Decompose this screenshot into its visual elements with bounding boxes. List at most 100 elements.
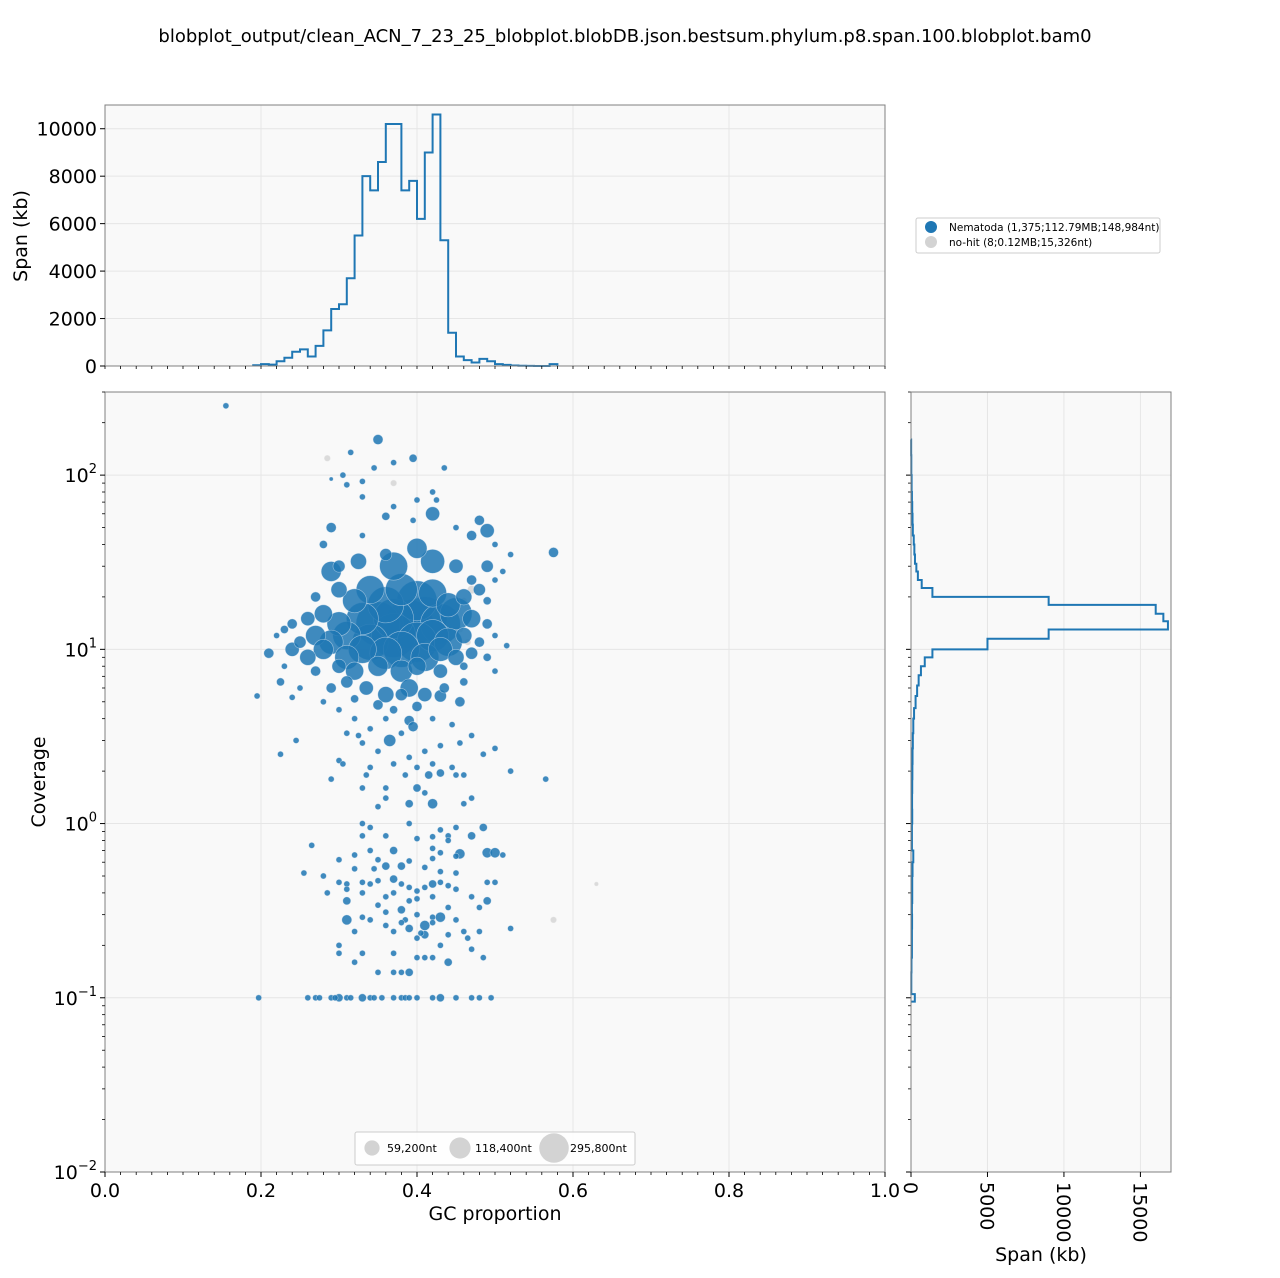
- nematoda-point: [366, 764, 374, 771]
- nematoda-point: [419, 920, 431, 931]
- nematoda-point: [405, 857, 413, 865]
- nematoda-point: [448, 764, 456, 771]
- nematoda-point: [359, 879, 366, 886]
- nematoda-point: [478, 823, 488, 832]
- nematoda-point: [413, 994, 421, 1002]
- scatter-y-tick-exponent: 1: [89, 636, 97, 651]
- nematoda-point: [542, 775, 550, 783]
- nematoda-point: [405, 884, 413, 891]
- nematoda-point: [435, 592, 461, 618]
- nematoda-point: [359, 889, 366, 897]
- no-hit-point: [550, 916, 557, 924]
- nematoda-point: [350, 553, 367, 570]
- nematoda-point: [362, 771, 370, 779]
- nematoda-point: [390, 928, 397, 935]
- category-legend-box: [915, 217, 1161, 254]
- nematoda-point: [480, 559, 494, 573]
- nematoda-point: [341, 914, 353, 926]
- right-panel-frame: [910, 391, 1172, 1173]
- nematoda-point: [452, 916, 460, 924]
- nematoda-point: [499, 568, 507, 575]
- nematoda-point: [335, 879, 343, 886]
- nematoda-point: [382, 784, 390, 792]
- nematoda-point: [413, 835, 421, 842]
- nematoda-point: [404, 968, 414, 977]
- nematoda-point: [429, 855, 436, 862]
- nematoda-point: [372, 699, 384, 711]
- nematoda-point: [255, 994, 262, 1002]
- nematoda-point: [479, 523, 495, 538]
- nematoda-point: [437, 879, 444, 886]
- nematoda-point: [408, 453, 418, 463]
- nematoda-point: [491, 667, 499, 675]
- nematoda-point: [427, 798, 438, 810]
- nematoda-point: [343, 729, 351, 737]
- nematoda-point: [374, 803, 382, 810]
- nematoda-point: [253, 692, 261, 700]
- nematoda-point: [447, 649, 465, 666]
- nematoda-point: [428, 879, 437, 889]
- nematoda-point: [424, 770, 434, 780]
- nematoda-point: [351, 865, 358, 873]
- nematoda-point: [366, 824, 374, 831]
- nematoda-point: [448, 558, 464, 574]
- right-x-tick-label: 15000: [1128, 1182, 1150, 1242]
- nematoda-point: [339, 760, 347, 768]
- nematoda-point: [417, 929, 425, 937]
- nematoda-point: [342, 896, 352, 906]
- nematoda-point: [468, 732, 475, 739]
- scatter-y-tick-label: 10−1: [54, 985, 97, 1010]
- nematoda-point: [407, 721, 419, 732]
- nematoda-point: [413, 764, 421, 771]
- nematoda-point: [428, 637, 453, 662]
- nematoda-point: [323, 889, 331, 897]
- nematoda-point: [413, 934, 421, 942]
- nematoda-point: [328, 476, 334, 482]
- top-histogram-panel: 0 2000 4000 6000 8000 10000 Span (kb): [10, 104, 886, 378]
- nematoda-point: [479, 750, 487, 758]
- nematoda-point: [482, 596, 492, 606]
- nematoda-point: [320, 872, 327, 880]
- scatter-x-tick-label: 0.6: [558, 1180, 588, 1202]
- nematoda-point: [374, 747, 382, 755]
- nematoda-point: [482, 896, 492, 906]
- nematoda-point: [382, 908, 390, 916]
- nematoda-point: [390, 994, 397, 1002]
- size-legend-marker-medium: [449, 1137, 471, 1159]
- top-y-ticks: 0 2000 4000 6000 8000 10000: [37, 119, 105, 378]
- nematoda-point: [483, 879, 491, 886]
- nematoda-point: [379, 548, 393, 561]
- nematoda-point: [382, 893, 390, 901]
- nematoda-point: [452, 771, 460, 779]
- legend-marker-no-hit: [925, 236, 937, 248]
- nematoda-point: [339, 471, 347, 479]
- nematoda-point: [370, 464, 378, 472]
- nematoda-point: [390, 969, 397, 976]
- nematoda-point: [452, 524, 460, 531]
- top-y-tick-label: 8000: [49, 166, 97, 188]
- nematoda-point: [482, 653, 492, 662]
- nematoda-point: [407, 656, 427, 676]
- nematoda-point: [332, 559, 346, 573]
- nematoda-point: [440, 464, 448, 472]
- nematoda-point: [281, 662, 288, 670]
- nematoda-point: [381, 512, 391, 521]
- nematoda-point: [327, 775, 335, 783]
- nematoda-point: [366, 880, 374, 888]
- nematoda-point: [406, 538, 428, 559]
- nematoda-point: [429, 760, 436, 768]
- nematoda-point: [413, 911, 421, 918]
- size-legend: 59,200nt 118,400nt 295,800nt: [354, 1131, 636, 1166]
- nematoda-point: [491, 745, 499, 752]
- nematoda-point: [454, 696, 466, 708]
- nematoda-point: [448, 721, 456, 728]
- nematoda-point: [296, 684, 304, 692]
- nematoda-point: [429, 833, 436, 841]
- nematoda-point: [370, 865, 378, 873]
- nematoda-point: [350, 694, 359, 704]
- nematoda-point: [389, 874, 398, 884]
- scatter-y-tick-exponent: 2: [89, 462, 97, 477]
- nematoda-point: [405, 994, 413, 1002]
- nematoda-point: [358, 680, 374, 696]
